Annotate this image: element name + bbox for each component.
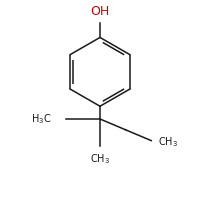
Text: CH$_3$: CH$_3$ xyxy=(90,152,110,166)
Text: CH$_3$: CH$_3$ xyxy=(158,136,178,149)
Text: H$_3$C: H$_3$C xyxy=(31,112,52,126)
Text: OH: OH xyxy=(90,5,110,18)
